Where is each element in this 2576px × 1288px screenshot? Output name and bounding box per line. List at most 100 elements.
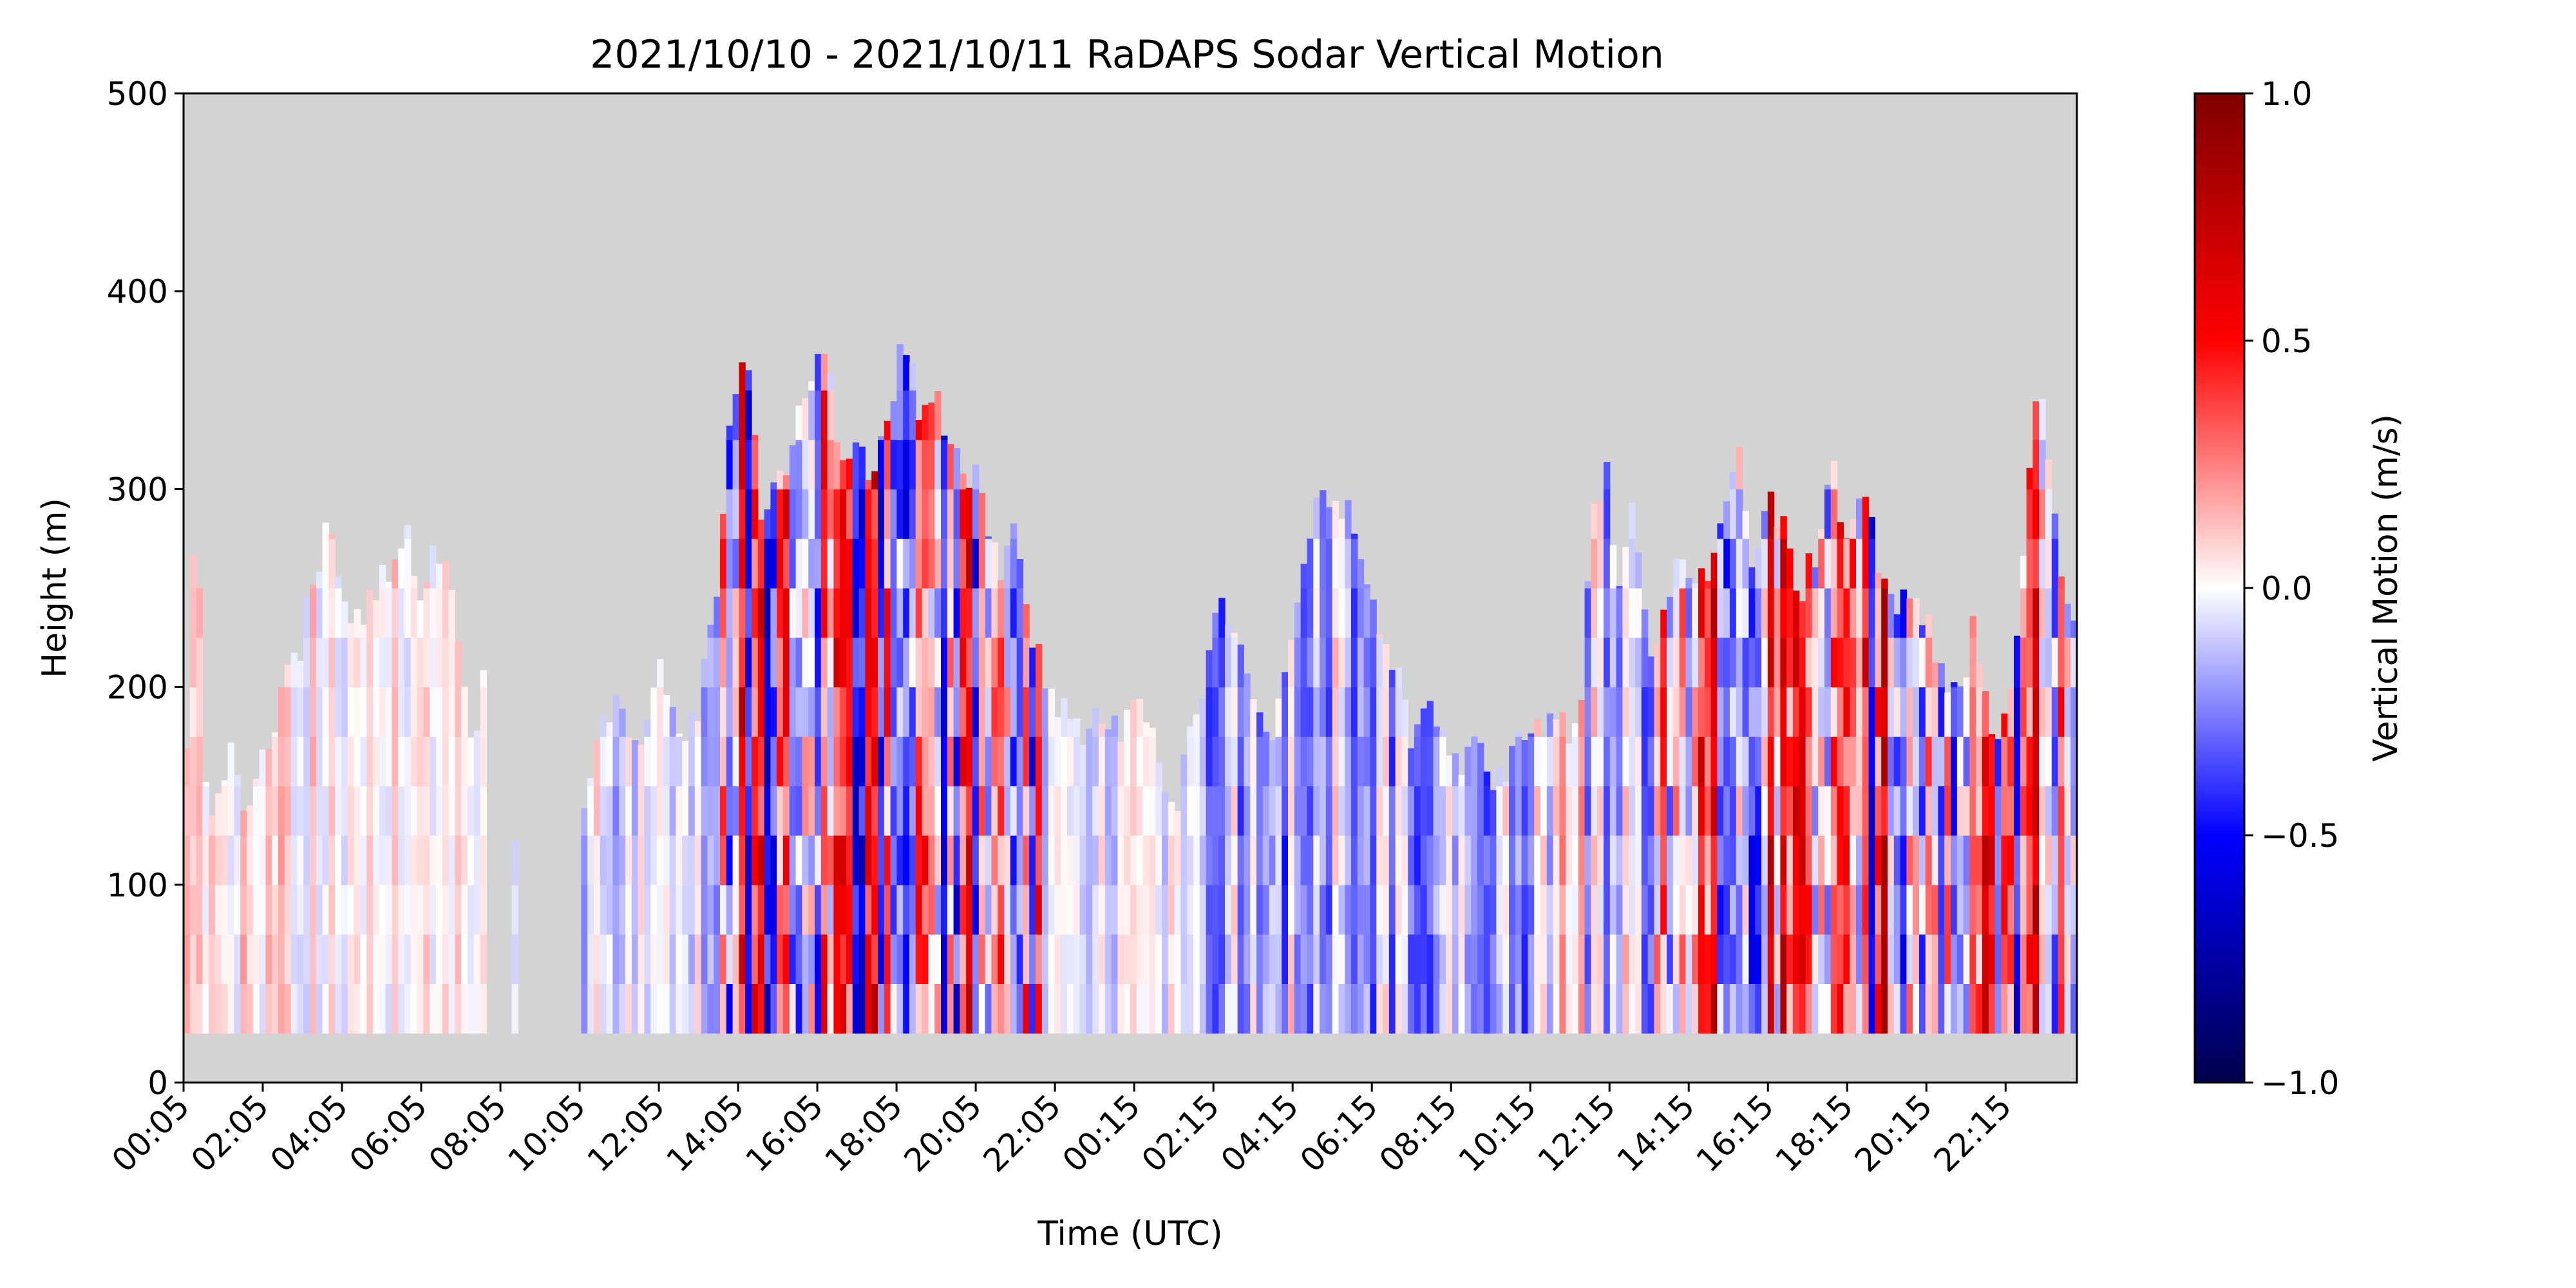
heatmap-cell	[752, 489, 759, 539]
heatmap-cell	[1951, 934, 1958, 984]
heatmap-cell	[878, 934, 885, 984]
heatmap-cell	[1635, 786, 1642, 836]
heatmap-cell	[1951, 983, 1958, 1034]
heatmap-cell	[252, 786, 260, 836]
heatmap-cell	[1913, 786, 1920, 836]
heatmap-cell	[1168, 983, 1175, 1034]
heatmap-cell	[1262, 983, 1270, 1034]
heatmap-cell	[1004, 736, 1011, 786]
heatmap-cell	[676, 884, 683, 935]
heatmap-cell	[915, 983, 923, 1034]
heatmap-cell	[1130, 736, 1137, 786]
heatmap-cell	[928, 736, 935, 786]
heatmap-cell	[354, 609, 361, 638]
heatmap-cell	[335, 934, 342, 984]
heatmap-cell	[1774, 687, 1781, 737]
heatmap-cell	[978, 637, 986, 688]
heatmap-cell	[650, 983, 658, 1034]
heatmap-cell	[1471, 983, 1478, 1034]
heatmap-cell	[1275, 983, 1282, 1034]
heatmap-cell	[1793, 983, 1800, 1034]
heatmap-cell	[436, 884, 443, 935]
heatmap-cell	[985, 588, 992, 638]
heatmap-cell	[1830, 835, 1838, 886]
heatmap-cell	[1325, 736, 1333, 786]
heatmap-cell	[1667, 596, 1674, 638]
heatmap-cell	[366, 786, 374, 836]
heatmap-cell	[1061, 884, 1068, 935]
heatmap-cell	[511, 884, 518, 935]
heatmap-cell	[934, 538, 942, 589]
heatmap-cell	[1755, 983, 1762, 1034]
heatmap-cell	[1553, 983, 1560, 1034]
heatmap-cell	[189, 588, 197, 638]
heatmap-cell	[2007, 835, 2014, 886]
heatmap-cell	[840, 588, 847, 638]
heatmap-cell	[1824, 687, 1832, 737]
heatmap-cell	[1837, 983, 1844, 1034]
heatmap-cell	[1029, 835, 1036, 886]
heatmap-cell	[1010, 934, 1018, 984]
heatmap-cell	[1906, 598, 1913, 638]
heatmap-cell	[1830, 736, 1838, 786]
heatmap-cell	[366, 687, 374, 737]
heatmap-cell	[1054, 983, 1061, 1034]
heatmap-cell	[840, 934, 847, 984]
heatmap-cell	[1452, 983, 1459, 1034]
heatmap-cell	[511, 840, 518, 886]
heatmap-cell	[1490, 884, 1497, 935]
heatmap-cell	[1528, 934, 1535, 984]
heatmap-cell	[972, 934, 980, 984]
heatmap-cell	[1824, 637, 1832, 688]
heatmap-cell	[436, 736, 443, 786]
heatmap-cell	[1338, 518, 1345, 539]
heatmap-cell	[972, 884, 980, 935]
heatmap-cell	[682, 741, 689, 786]
heatmap-cell	[1376, 634, 1383, 638]
heatmap-cell	[1136, 786, 1144, 836]
heatmap-cell	[1956, 884, 1964, 935]
heatmap-cell	[2045, 736, 2052, 786]
heatmap-cell	[783, 637, 790, 688]
heatmap-cell	[1982, 983, 1989, 1034]
heatmap-cell	[1363, 835, 1370, 886]
colorbar-tick-label: 0.0	[2261, 570, 2313, 607]
heatmap-cell	[1162, 884, 1169, 935]
heatmap-cell	[581, 983, 588, 1034]
heatmap-cell	[909, 884, 916, 935]
heatmap-cell	[209, 835, 216, 886]
heatmap-cell	[1162, 934, 1169, 984]
heatmap-cell	[1546, 713, 1554, 737]
heatmap-cell	[1036, 983, 1043, 1034]
heatmap-cell	[1180, 884, 1188, 935]
heatmap-cell	[1010, 687, 1018, 737]
heatmap-cell	[2026, 489, 2033, 539]
heatmap-cell	[720, 687, 727, 737]
heatmap-cell	[1282, 835, 1289, 886]
heatmap-cell	[625, 983, 632, 1034]
heatmap-cell	[688, 884, 696, 935]
heatmap-cell	[934, 835, 942, 886]
heatmap-cell	[638, 934, 645, 984]
heatmap-cell	[978, 884, 986, 935]
heatmap-cell	[354, 835, 361, 886]
heatmap-cell	[1938, 983, 1945, 1034]
heatmap-cell	[410, 575, 418, 589]
heatmap-cell	[587, 934, 594, 984]
heatmap-cell	[600, 715, 607, 737]
heatmap-cell	[1761, 511, 1768, 539]
heatmap-cell	[1288, 687, 1295, 737]
heatmap-cell	[1736, 983, 1743, 1034]
heatmap-cell	[865, 588, 872, 638]
heatmap-cell	[947, 934, 954, 984]
heatmap-cell	[184, 835, 191, 886]
heatmap-cell	[669, 835, 676, 886]
heatmap-cell	[1010, 983, 1018, 1034]
heatmap-cell	[884, 538, 891, 589]
heatmap-cell	[682, 934, 689, 984]
heatmap-cell	[1913, 687, 1920, 737]
heatmap-cell	[1938, 663, 1945, 688]
heatmap-cell	[1672, 983, 1680, 1034]
heatmap-cell	[1818, 835, 1825, 886]
